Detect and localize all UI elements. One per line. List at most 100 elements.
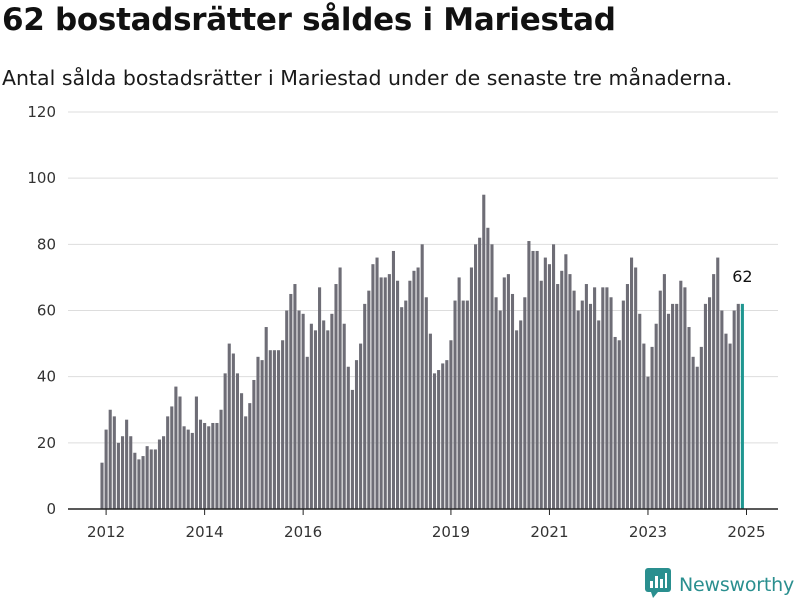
bar: [338, 267, 342, 509]
bar: [621, 300, 625, 509]
bar: [510, 293, 515, 509]
bar: [404, 300, 408, 509]
bar: [149, 449, 153, 509]
bar: [211, 422, 215, 509]
y-tick-label: 80: [37, 235, 56, 253]
bar: [301, 313, 305, 509]
chart-subtitle: Antal sålda bostadsrätter i Mariestad un…: [2, 66, 733, 90]
bar: [662, 274, 666, 509]
bar: [313, 330, 318, 509]
bar: [391, 250, 396, 509]
y-tick-label: 100: [27, 169, 56, 187]
bar: [297, 310, 301, 509]
bar: [342, 323, 346, 509]
bar: [597, 320, 601, 509]
bar: [695, 366, 699, 509]
bar: [613, 336, 617, 509]
bar: [642, 343, 646, 509]
bar: [420, 244, 424, 509]
bar: [256, 356, 260, 509]
bar: [552, 244, 556, 509]
bar: [609, 297, 613, 509]
y-axis-ticks: 0 20 40 60 80 100 120: [27, 103, 56, 518]
chart-bubble-icon: [645, 568, 671, 602]
y-tick-label: 20: [37, 434, 56, 452]
bar: [707, 297, 712, 509]
bar: [461, 300, 465, 509]
bar: [272, 350, 276, 509]
bar: [453, 300, 457, 509]
chart-title: 62 bostadsrätter såldes i Mariestad: [2, 2, 616, 38]
bar: [679, 280, 683, 509]
bar-chart: 0 20 40 60 80 100 120 2012 2014 2016 2019 2021 2023…: [27, 103, 778, 541]
bar: [371, 264, 375, 509]
bar: [527, 241, 531, 509]
bar: [601, 287, 605, 509]
bar: [207, 426, 211, 509]
bar: [646, 376, 650, 509]
bar: [276, 350, 281, 509]
bar: [634, 267, 638, 509]
bar: [100, 462, 104, 509]
bar: [346, 366, 350, 509]
bar: [572, 290, 576, 509]
bar: [638, 313, 642, 509]
bar: [108, 409, 112, 509]
bar: [129, 436, 133, 509]
bar: [519, 320, 523, 509]
bar: [576, 310, 580, 509]
bar: [469, 267, 473, 509]
bar: [240, 393, 244, 509]
bar: [170, 406, 174, 509]
x-tick-label: 2014: [186, 523, 224, 541]
bar: [593, 287, 597, 509]
bar: [153, 449, 157, 509]
bar: [174, 386, 178, 509]
bar: [556, 284, 560, 509]
bar: [539, 280, 543, 509]
y-tick-label: 120: [27, 103, 56, 121]
bar: [219, 409, 223, 509]
bar: [535, 250, 539, 509]
bar: [728, 343, 732, 509]
bar: [166, 416, 170, 509]
newsworthy-logo[interactable]: Newsworthy: [645, 568, 795, 602]
bar: [474, 244, 478, 509]
brand-name: Newsworthy: [679, 574, 795, 596]
y-tick-label: 0: [46, 500, 56, 518]
bar: [703, 303, 707, 509]
bar: [162, 436, 166, 509]
x-tick-label: 2025: [727, 523, 765, 541]
bar: [318, 287, 322, 509]
bar: [235, 373, 240, 509]
bar: [223, 373, 227, 509]
bar: [400, 307, 404, 509]
bar: [412, 270, 416, 509]
annotations: 62: [732, 267, 752, 286]
bar: [568, 274, 572, 509]
x-axis-ticks: 2012 2014 2016 2019 2021 2023 2025: [87, 509, 766, 541]
bar: [465, 300, 469, 509]
bar: [445, 360, 449, 510]
bar: [490, 244, 494, 509]
x-tick-label: 2021: [530, 523, 568, 541]
x-tick-label: 2016: [284, 523, 322, 541]
bar: [383, 277, 387, 509]
x-tick-label: 2012: [87, 523, 125, 541]
bar: [687, 327, 691, 509]
bar: [125, 419, 129, 509]
bar: [515, 330, 519, 509]
last-value-label: 62: [732, 267, 752, 286]
bar: [334, 284, 338, 509]
bar: [432, 373, 437, 509]
bar: [215, 422, 219, 509]
bar: [198, 419, 203, 509]
bar: [137, 459, 141, 510]
bar: [244, 416, 248, 509]
bar: [359, 343, 363, 509]
bar: [428, 333, 432, 509]
bar: [441, 363, 445, 509]
bar: [416, 267, 420, 509]
bar: [498, 310, 502, 509]
bar: [194, 396, 198, 509]
